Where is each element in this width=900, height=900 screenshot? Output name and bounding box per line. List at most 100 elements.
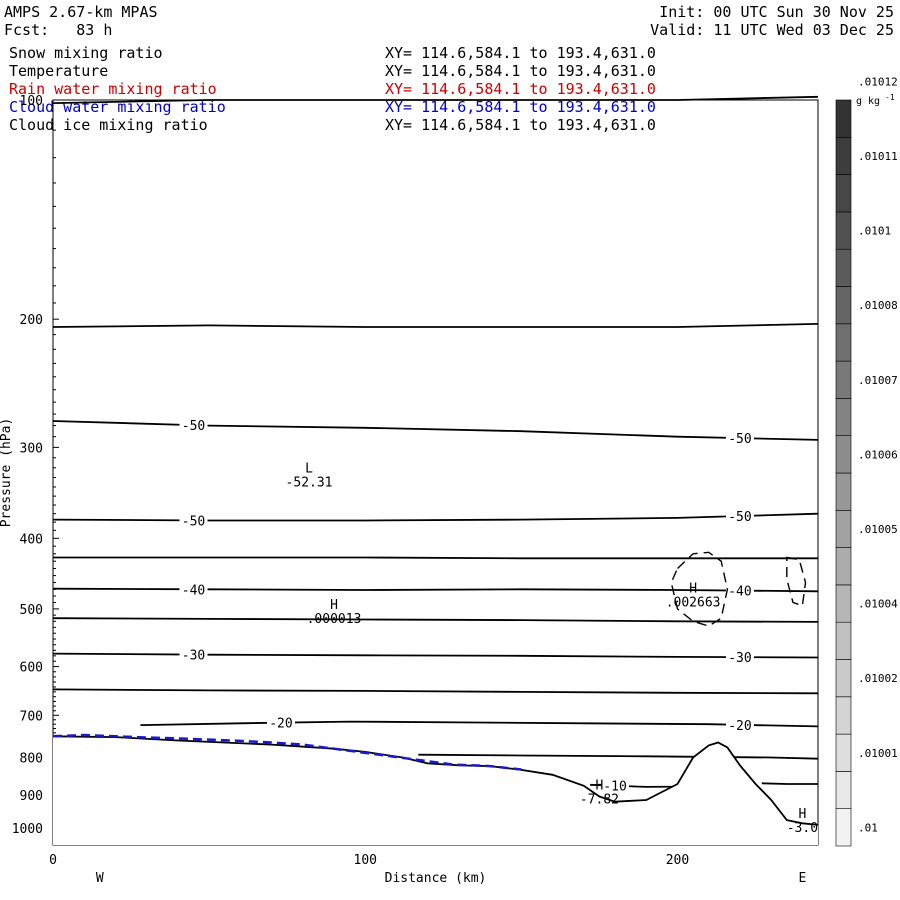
contour-label: -30 — [182, 649, 205, 664]
y-tick-label: 500 — [20, 603, 43, 618]
extremum-value: -7.82 — [580, 792, 619, 807]
colorbar-box — [835, 659, 852, 698]
contour-label: -30 — [728, 651, 751, 666]
cloud-ice-contour — [786, 556, 807, 607]
cloud-water-contour — [52, 733, 522, 771]
colorbar-box — [835, 435, 852, 474]
colorbar-box — [835, 174, 852, 213]
temperature-contour — [52, 323, 819, 328]
colorbar-box — [835, 696, 852, 735]
y-tick-label: 300 — [20, 441, 43, 456]
colorbar-unit-exponent: -1 — [885, 93, 895, 102]
valid-time: Valid: 11 UTC Wed 03 Dec 25 — [650, 21, 894, 39]
forecast-hour: Fcst: 83 h — [4, 21, 113, 39]
contour-label: -40 — [728, 585, 751, 600]
contour-label-bg — [725, 717, 754, 732]
colorbar-unit: g kg — [856, 96, 880, 107]
temperature-contour — [761, 782, 818, 785]
y-tick-label: 100 — [20, 94, 43, 109]
colorbar-box — [835, 323, 852, 362]
colorbar-label: .01005 — [858, 523, 898, 536]
colorbar-label: .0101 — [858, 225, 891, 238]
colorbar-box — [835, 771, 852, 810]
contour-label-bg — [725, 509, 754, 524]
field-xy-range: XY= 114.6,584.1 to 193.4,631.0 — [385, 62, 656, 80]
colorbar-box — [835, 360, 852, 399]
temperature-contour — [52, 95, 819, 104]
x-tick-label: 200 — [666, 853, 689, 868]
temperature-contour — [140, 720, 819, 728]
contour-label: -10 — [603, 780, 626, 795]
y-tick-label: 900 — [20, 789, 43, 804]
colorbar-label: .01004 — [858, 598, 898, 611]
field-xy-range: XY= 114.6,584.1 to 193.4,631.0 — [385, 98, 656, 116]
y-axis-label: Pressure (hPa) — [0, 418, 14, 528]
colorbar-label: .01012 — [858, 75, 898, 88]
field-name: Cloud water mixing ratio — [9, 98, 226, 116]
model-title: AMPS 2.67-km MPAS — [4, 3, 158, 21]
field-xy-range: XY= 114.6,584.1 to 193.4,631.0 — [385, 116, 656, 134]
colorbar-box — [835, 733, 852, 772]
colorbar-box — [835, 137, 852, 175]
contour-label-bg — [179, 647, 208, 662]
field-xy-range: XY= 114.6,584.1 to 193.4,631.0 — [385, 80, 656, 98]
temperature-contour — [52, 587, 819, 593]
temperature-contour — [52, 420, 819, 441]
field-name: Temperature — [9, 62, 109, 80]
field-name: Cloud ice mixing ratio — [9, 116, 208, 134]
contour-label: -50 — [182, 514, 205, 529]
colorbar-box — [835, 621, 852, 660]
extremum-marker: H — [798, 807, 806, 822]
contour-label: -40 — [182, 583, 205, 598]
extremum-marker: H — [689, 582, 697, 597]
terrain-mask — [53, 736, 818, 845]
colorbar-box — [835, 584, 852, 623]
y-tick-label: 200 — [20, 313, 43, 328]
contour-label-bg — [179, 418, 208, 433]
x-end-label-west: W — [96, 871, 104, 886]
contour-label-bg — [725, 583, 754, 598]
y-tick-label: 700 — [20, 709, 43, 724]
contour-label-bg — [725, 431, 754, 446]
terrain-line — [52, 735, 819, 826]
colorbar-label: .01007 — [858, 374, 898, 387]
contour-label-bg — [179, 582, 208, 597]
temperature-contour — [52, 512, 819, 522]
temperature-contour — [52, 688, 819, 695]
y-tick-label: 800 — [20, 752, 43, 767]
x-tick-label: 100 — [354, 853, 377, 868]
extremum-value: .000013 — [307, 612, 362, 627]
colorbar-box — [835, 509, 852, 548]
colorbar-box — [835, 286, 852, 325]
colorbar-box — [835, 547, 852, 586]
field-name: Snow mixing ratio — [9, 44, 163, 62]
extremum-marker: L — [305, 462, 313, 477]
extremum-marker: H — [596, 778, 604, 793]
contour-label-bg — [601, 778, 630, 793]
colorbar-label: .01006 — [858, 448, 898, 461]
extremum-value: -3.0 — [787, 821, 818, 836]
x-end-label-east: E — [798, 871, 806, 886]
contour-label: -50 — [728, 432, 751, 447]
colorbar-box — [835, 211, 852, 250]
colorbar-label: .01002 — [858, 672, 898, 685]
field-name: Rain water mixing ratio — [9, 80, 217, 98]
colorbar-box — [835, 472, 852, 511]
colorbar-label: .01008 — [858, 299, 898, 312]
y-tick-label: 1000 — [12, 822, 43, 837]
x-tick-label: 0 — [49, 853, 57, 868]
x-axis-label: Distance (km) — [385, 871, 487, 886]
colorbar-label: .01001 — [858, 747, 898, 760]
colorbar-box — [835, 808, 852, 847]
colorbar-box — [835, 99, 852, 138]
contour-label: -20 — [269, 717, 292, 732]
colorbar-label: .01 — [858, 821, 878, 834]
y-tick-label: 600 — [20, 661, 43, 676]
field-xy-range: XY= 114.6,584.1 to 193.4,631.0 — [385, 44, 656, 62]
temperature-contour — [53, 556, 818, 560]
colorbar-box — [835, 248, 852, 287]
contour-label-bg — [725, 650, 754, 665]
temperature-contour — [52, 617, 819, 623]
temperature-contour — [52, 652, 819, 659]
init-time: Init: 00 UTC Sun 30 Nov 25 — [659, 3, 894, 21]
